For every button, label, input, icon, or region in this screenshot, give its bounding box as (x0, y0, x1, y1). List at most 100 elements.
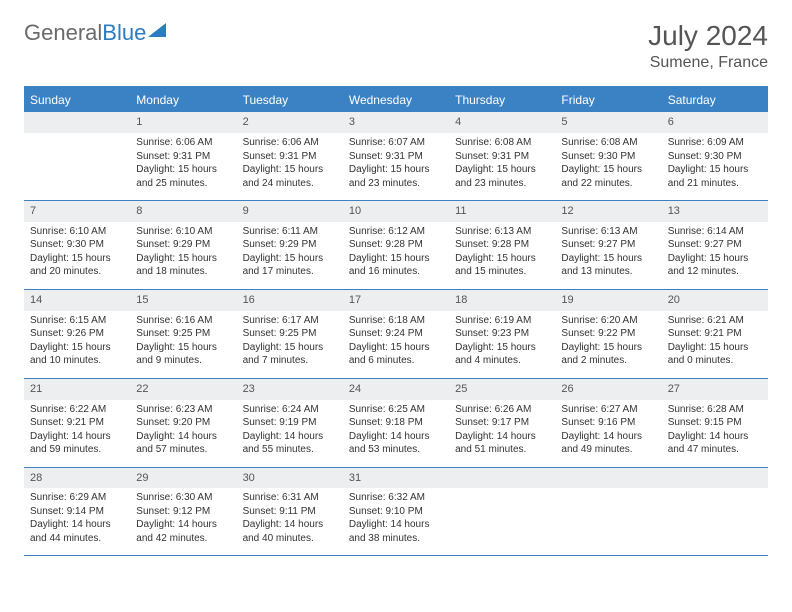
day-info: Sunrise: 6:32 AMSunset: 9:10 PMDaylight:… (343, 488, 449, 555)
day-number: 13 (662, 201, 768, 222)
day-number: 4 (449, 112, 555, 133)
sunset-text: Sunset: 9:16 PM (561, 416, 655, 430)
daylight-text: Daylight: 15 hours and 13 minutes. (561, 252, 655, 279)
sunset-text: Sunset: 9:14 PM (30, 505, 124, 519)
day-info: Sunrise: 6:10 AMSunset: 9:29 PMDaylight:… (130, 222, 236, 289)
daylight-text: Daylight: 15 hours and 15 minutes. (455, 252, 549, 279)
daylight-text: Daylight: 14 hours and 59 minutes. (30, 430, 124, 457)
page-header: GeneralBlue July 2024 Sumene, France (24, 20, 768, 72)
day-info: Sunrise: 6:25 AMSunset: 9:18 PMDaylight:… (343, 400, 449, 467)
day-number: 15 (130, 290, 236, 311)
daylight-text: Daylight: 14 hours and 57 minutes. (136, 430, 230, 457)
sunrise-text: Sunrise: 6:32 AM (349, 491, 443, 505)
daylight-text: Daylight: 14 hours and 55 minutes. (243, 430, 337, 457)
day-info: Sunrise: 6:27 AMSunset: 9:16 PMDaylight:… (555, 400, 661, 467)
day-info (662, 488, 768, 555)
calendar-grid: SundayMondayTuesdayWednesdayThursdayFrid… (24, 86, 768, 556)
daylight-text: Daylight: 15 hours and 10 minutes. (30, 341, 124, 368)
weekday-header: Monday (130, 88, 236, 112)
day-number: 31 (343, 468, 449, 489)
day-info: Sunrise: 6:21 AMSunset: 9:21 PMDaylight:… (662, 311, 768, 378)
sunset-text: Sunset: 9:12 PM (136, 505, 230, 519)
daylight-text: Daylight: 14 hours and 49 minutes. (561, 430, 655, 457)
day-info: Sunrise: 6:08 AMSunset: 9:31 PMDaylight:… (449, 133, 555, 200)
sunset-text: Sunset: 9:30 PM (668, 150, 762, 164)
daylight-text: Daylight: 14 hours and 38 minutes. (349, 518, 443, 545)
sunset-text: Sunset: 9:31 PM (349, 150, 443, 164)
sunset-text: Sunset: 9:18 PM (349, 416, 443, 430)
day-number: 28 (24, 468, 130, 489)
sunrise-text: Sunrise: 6:28 AM (668, 403, 762, 417)
sunrise-text: Sunrise: 6:27 AM (561, 403, 655, 417)
day-number: 24 (343, 379, 449, 400)
sunrise-text: Sunrise: 6:13 AM (561, 225, 655, 239)
sunset-text: Sunset: 9:27 PM (561, 238, 655, 252)
day-info: Sunrise: 6:18 AMSunset: 9:24 PMDaylight:… (343, 311, 449, 378)
sunset-text: Sunset: 9:30 PM (30, 238, 124, 252)
weekday-header-row: SundayMondayTuesdayWednesdayThursdayFrid… (24, 88, 768, 112)
day-info-strip: Sunrise: 6:22 AMSunset: 9:21 PMDaylight:… (24, 400, 768, 467)
sunrise-text: Sunrise: 6:25 AM (349, 403, 443, 417)
weekday-header: Tuesday (237, 88, 343, 112)
day-number: 22 (130, 379, 236, 400)
weekday-header: Saturday (662, 88, 768, 112)
day-number: 25 (449, 379, 555, 400)
sunrise-text: Sunrise: 6:31 AM (243, 491, 337, 505)
day-number (662, 468, 768, 489)
day-number: 27 (662, 379, 768, 400)
sunrise-text: Sunrise: 6:17 AM (243, 314, 337, 328)
day-info (555, 488, 661, 555)
sunrise-text: Sunrise: 6:16 AM (136, 314, 230, 328)
day-info-strip: Sunrise: 6:29 AMSunset: 9:14 PMDaylight:… (24, 488, 768, 555)
sunset-text: Sunset: 9:31 PM (455, 150, 549, 164)
sunrise-text: Sunrise: 6:21 AM (668, 314, 762, 328)
day-info: Sunrise: 6:17 AMSunset: 9:25 PMDaylight:… (237, 311, 343, 378)
sunrise-text: Sunrise: 6:30 AM (136, 491, 230, 505)
sunset-text: Sunset: 9:21 PM (30, 416, 124, 430)
sunset-text: Sunset: 9:25 PM (136, 327, 230, 341)
day-number: 20 (662, 290, 768, 311)
daylight-text: Daylight: 14 hours and 44 minutes. (30, 518, 124, 545)
day-number: 29 (130, 468, 236, 489)
daylight-text: Daylight: 15 hours and 16 minutes. (349, 252, 443, 279)
day-number-strip: 78910111213 (24, 201, 768, 222)
sunrise-text: Sunrise: 6:10 AM (136, 225, 230, 239)
day-info: Sunrise: 6:22 AMSunset: 9:21 PMDaylight:… (24, 400, 130, 467)
day-info: Sunrise: 6:11 AMSunset: 9:29 PMDaylight:… (237, 222, 343, 289)
daylight-text: Daylight: 14 hours and 47 minutes. (668, 430, 762, 457)
day-info: Sunrise: 6:20 AMSunset: 9:22 PMDaylight:… (555, 311, 661, 378)
day-info (449, 488, 555, 555)
daylight-text: Daylight: 15 hours and 20 minutes. (30, 252, 124, 279)
sunrise-text: Sunrise: 6:12 AM (349, 225, 443, 239)
day-number: 5 (555, 112, 661, 133)
day-info: Sunrise: 6:13 AMSunset: 9:27 PMDaylight:… (555, 222, 661, 289)
sunrise-text: Sunrise: 6:10 AM (30, 225, 124, 239)
day-info-strip: Sunrise: 6:06 AMSunset: 9:31 PMDaylight:… (24, 133, 768, 200)
day-info: Sunrise: 6:06 AMSunset: 9:31 PMDaylight:… (130, 133, 236, 200)
daylight-text: Daylight: 15 hours and 0 minutes. (668, 341, 762, 368)
sunrise-text: Sunrise: 6:09 AM (668, 136, 762, 150)
day-number-strip: 123456 (24, 112, 768, 133)
day-info-strip: Sunrise: 6:10 AMSunset: 9:30 PMDaylight:… (24, 222, 768, 289)
weekday-header: Thursday (449, 88, 555, 112)
day-number: 17 (343, 290, 449, 311)
day-number: 16 (237, 290, 343, 311)
sunset-text: Sunset: 9:29 PM (136, 238, 230, 252)
day-number: 12 (555, 201, 661, 222)
sunset-text: Sunset: 9:26 PM (30, 327, 124, 341)
day-number: 30 (237, 468, 343, 489)
day-info: Sunrise: 6:24 AMSunset: 9:19 PMDaylight:… (237, 400, 343, 467)
sunrise-text: Sunrise: 6:11 AM (243, 225, 337, 239)
day-number: 7 (24, 201, 130, 222)
sunrise-text: Sunrise: 6:24 AM (243, 403, 337, 417)
weekday-header: Wednesday (343, 88, 449, 112)
sunrise-text: Sunrise: 6:08 AM (455, 136, 549, 150)
sunrise-text: Sunrise: 6:06 AM (243, 136, 337, 150)
day-info: Sunrise: 6:13 AMSunset: 9:28 PMDaylight:… (449, 222, 555, 289)
sunrise-text: Sunrise: 6:23 AM (136, 403, 230, 417)
sunrise-text: Sunrise: 6:18 AM (349, 314, 443, 328)
day-number: 23 (237, 379, 343, 400)
sunrise-text: Sunrise: 6:14 AM (668, 225, 762, 239)
day-number (24, 112, 130, 133)
sunset-text: Sunset: 9:17 PM (455, 416, 549, 430)
